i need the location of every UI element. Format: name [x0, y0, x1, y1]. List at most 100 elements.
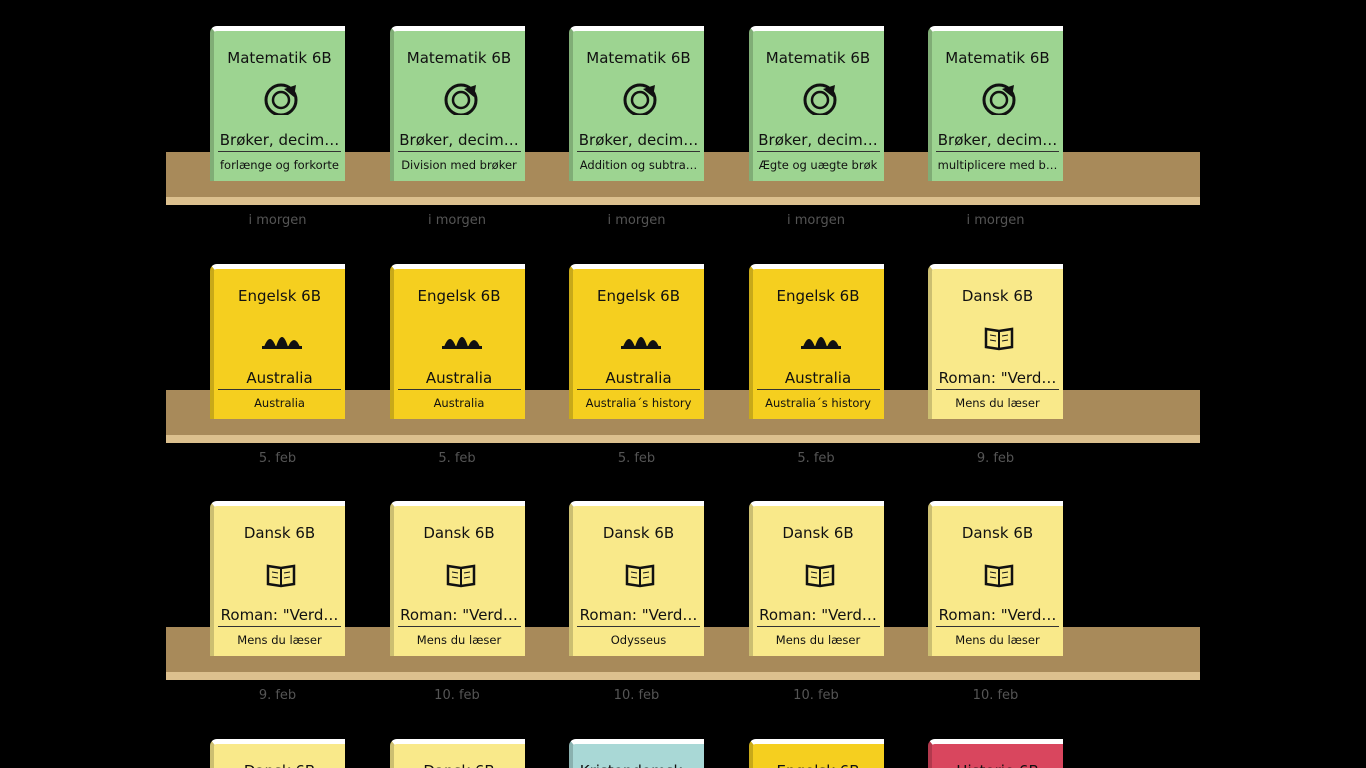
book-icon [980, 558, 1020, 594]
book-subject: Engelsk 6B [776, 286, 860, 305]
book-icon [801, 83, 841, 119]
book-subtopic: Mens du læser [955, 395, 1040, 410]
book-subject: Dansk 6B [214, 762, 345, 768]
book-topic: Australia [756, 369, 880, 390]
book[interactable]: Dansk 6B [210, 738, 345, 768]
book-topic: Australia [577, 369, 700, 390]
book[interactable]: Matematik 6B Brøker, decim… Addition og su… [569, 26, 704, 181]
book-icon [441, 321, 482, 357]
book-subject: Matematik 6B [945, 49, 1050, 67]
book-subtopic: Mens du læser [775, 633, 861, 647]
book-topic: Brøker, decim… [577, 131, 700, 152]
book-topic: Brøker, decim… [397, 131, 521, 152]
book-icon [442, 83, 482, 119]
book-subject: Matematik 6B [406, 49, 512, 67]
book-icon [621, 321, 661, 357]
book-subject: Matematik 6B [227, 49, 332, 67]
book[interactable]: Matematik 6B Brøker, decim… multiplicere m… [928, 26, 1063, 181]
book-icon [442, 558, 482, 594]
book-subject: Dansk 6B [961, 286, 1034, 305]
icon [446, 564, 475, 588]
book-icon [801, 558, 841, 594]
icon [266, 564, 296, 588]
book-subtopic: Ægte og uægte brøk [758, 158, 878, 172]
book-subject: Dansk 6B [782, 524, 854, 542]
book-topic: Roman: "Verd… [936, 606, 1059, 627]
book-subtopic: multiplicere med b… [937, 158, 1058, 172]
book[interactable]: Engelsk 6B [748, 738, 884, 768]
due-date: i morgen [607, 213, 666, 228]
due-date: 9. feb [258, 688, 297, 703]
book-topic: Roman: "Verd… [397, 606, 521, 627]
due-date: 9. feb [976, 450, 1015, 466]
book-topic: Brøker, decim… [218, 131, 341, 152]
icon [444, 83, 477, 117]
due-date: 5. feb [438, 450, 476, 466]
book[interactable]: Engelsk 6B Australia Australia´s history [569, 263, 704, 419]
book-subtopic: Division med brøker [401, 158, 517, 172]
icon [623, 83, 657, 117]
book[interactable]: Dansk 6B Roman: "Verd… Mens du læser [389, 501, 525, 656]
book-subject: Engelsk 6B [596, 286, 680, 305]
book[interactable]: Dansk 6B Roman: "Verd… Mens du læser [210, 501, 345, 656]
icon [805, 564, 834, 588]
book[interactable]: Kristendomsk… [569, 738, 704, 768]
book[interactable]: Engelsk 6B Australia Australia´s history [748, 263, 884, 419]
book-subtopic: Mens du læser [416, 633, 502, 647]
book-topic: Brøker, decim… [756, 131, 880, 152]
book[interactable]: Engelsk 6B Australia Australia [389, 263, 525, 419]
due-date: 10. feb [972, 688, 1019, 703]
book-subject: Historie 6B [932, 762, 1063, 768]
book-subject: Dansk 6B [243, 524, 316, 542]
book-subtopic: Australia [433, 395, 485, 410]
icon [984, 327, 1014, 350]
icon [800, 336, 841, 349]
due-date: 10. feb [434, 688, 480, 703]
book[interactable]: Engelsk 6B Australia Australia [210, 263, 345, 419]
book-subject: Dansk 6B [423, 524, 495, 542]
book[interactable]: Dansk 6B Roman: "Verd… Mens du læser [928, 263, 1063, 419]
book-subject: Engelsk 6B [417, 286, 501, 305]
book[interactable]: Dansk 6B Roman: "Verd… Mens du læser [748, 501, 884, 656]
book[interactable]: Matematik 6B Brøker, decim… Ægte og uægte … [748, 26, 884, 181]
book-icon [262, 83, 302, 119]
book-icon [980, 321, 1020, 357]
book-topic: Roman: "Verd… [936, 369, 1059, 390]
book-subtopic: Australia [254, 395, 305, 410]
book-topic: Roman: "Verd… [577, 606, 700, 627]
due-date: 5. feb [617, 450, 656, 466]
book[interactable]: Dansk 6B [389, 738, 525, 768]
book-topic: Australia [397, 369, 521, 390]
book-subtopic: Addition og subtra… [579, 158, 698, 172]
book-subject: Dansk 6B [961, 524, 1034, 542]
icon [262, 336, 302, 349]
book[interactable]: Matematik 6B Brøker, decim… forlænge og fo… [210, 26, 345, 181]
book[interactable]: Dansk 6B Roman: "Verd… Odysseus [569, 501, 704, 656]
book[interactable]: Historie 6B [928, 738, 1063, 768]
due-date: 5. feb [258, 450, 297, 466]
due-date: 10. feb [793, 688, 839, 703]
book-icon [262, 321, 302, 357]
icon [803, 83, 836, 117]
book-icon [800, 321, 841, 357]
book-subtopic: forlænge og forkorte [219, 158, 340, 172]
due-date: i morgen [787, 213, 845, 228]
icon [984, 564, 1014, 588]
book-topic: Roman: "Verd… [218, 606, 341, 627]
due-date: 10. feb [613, 688, 660, 703]
book-subject: Engelsk 6B [753, 762, 884, 768]
book[interactable]: Dansk 6B Roman: "Verd… Mens du læser [928, 501, 1063, 656]
book[interactable]: Matematik 6B Brøker, decim… Division med b… [389, 26, 525, 181]
book-subject: Matematik 6B [765, 49, 871, 67]
book-subtopic: Australia´s history [585, 395, 692, 410]
book-subtopic: Odysseus [610, 633, 667, 647]
book-topic: Brøker, decim… [936, 131, 1059, 152]
book-icon [621, 83, 661, 119]
book-icon [621, 558, 661, 594]
book-subject: Dansk 6B [602, 524, 675, 542]
book-icon [980, 83, 1020, 119]
book-subject: Dansk 6B [394, 762, 525, 768]
book-subject: Kristendomsk… [573, 762, 704, 768]
book-topic: Australia [218, 369, 341, 390]
